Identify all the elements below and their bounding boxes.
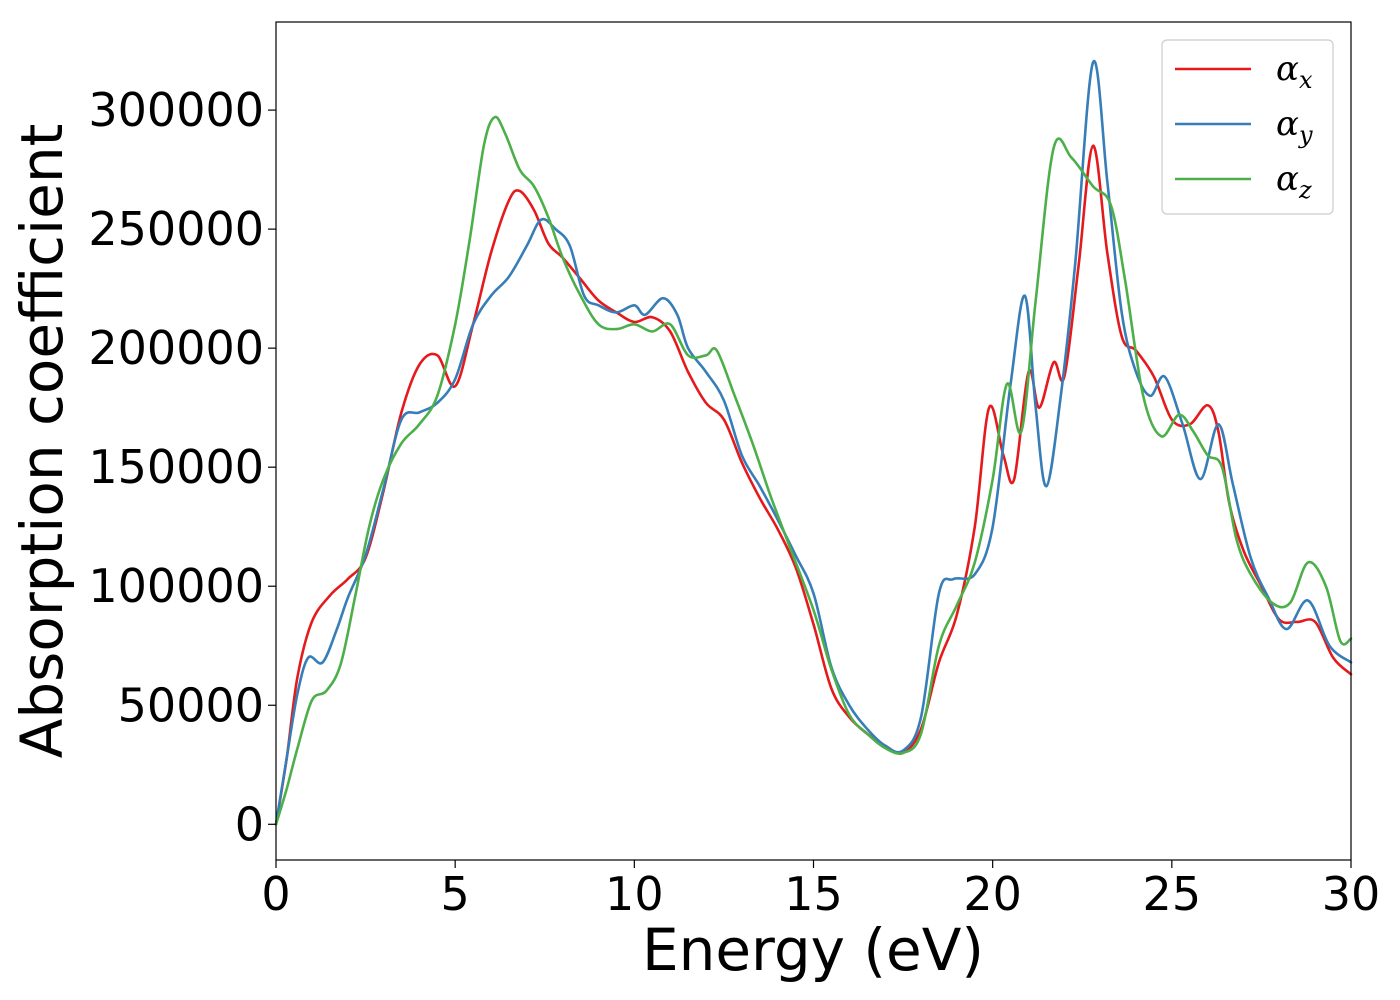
x-tick-label: 30	[1322, 867, 1381, 921]
x-axis-ticks: 0 5 10 15 20 25 30	[261, 860, 1380, 921]
x-tick-label: 10	[605, 867, 664, 921]
legend-frame	[1161, 39, 1334, 215]
legend-subscript: y	[1298, 121, 1313, 149]
y-tick-label: 200000	[88, 321, 264, 375]
legend-symbol: α	[1276, 49, 1299, 89]
legend-subscript: x	[1299, 66, 1313, 94]
y-tick-label: 150000	[88, 440, 264, 494]
series-layer	[274, 59, 1353, 826]
x-tick-label: 15	[784, 867, 843, 921]
series-line-z	[274, 115, 1353, 826]
y-tick-label: 100000	[88, 559, 264, 613]
legend-subscript: z	[1298, 176, 1312, 204]
y-tick-label: 50000	[118, 678, 264, 732]
y-axis-label: Absorption coefficient	[8, 124, 76, 759]
x-tick-label: 5	[441, 867, 470, 921]
legend-symbol: α	[1276, 104, 1299, 144]
x-tick-label: 20	[963, 867, 1022, 921]
y-tick-label: 250000	[88, 202, 264, 256]
x-tick-label: 0	[261, 867, 290, 921]
y-axis-ticks: 0 50000 100000 150000 200000 250000 300000	[88, 83, 276, 851]
y-tick-label: 300000	[88, 83, 264, 137]
y-tick-label: 0	[235, 797, 264, 851]
legend-label-z: αz	[1276, 159, 1312, 204]
legend-symbol: α	[1276, 159, 1299, 199]
x-tick-label: 25	[1143, 867, 1202, 921]
legend-label-x: αx	[1276, 49, 1313, 94]
legend-label-y: αy	[1276, 104, 1313, 149]
series-line-x	[274, 144, 1353, 826]
x-axis-label: Energy (eV)	[642, 916, 984, 984]
